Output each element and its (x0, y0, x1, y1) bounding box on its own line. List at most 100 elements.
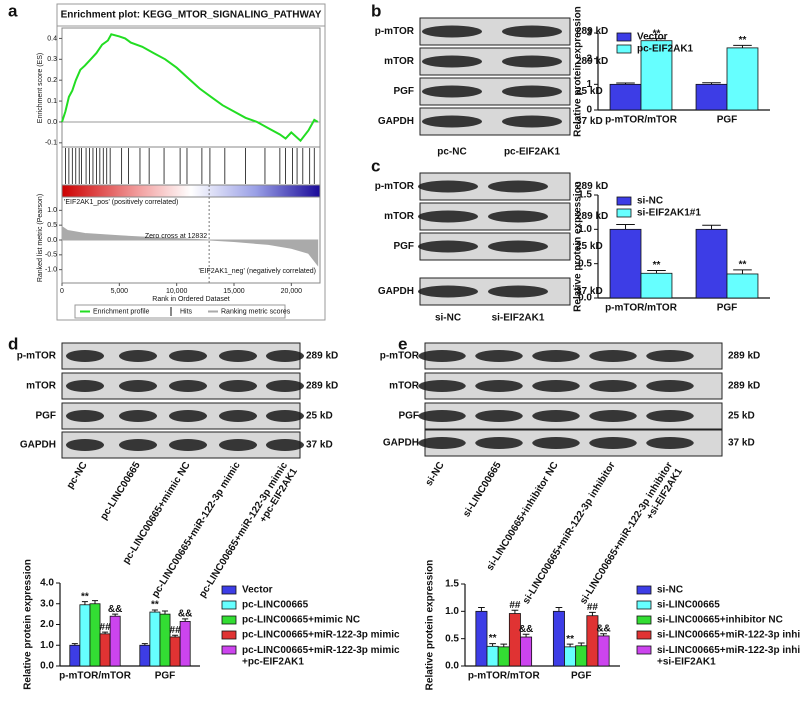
chart-title: Enrichment plot: KEGG_MTOR_SIGNALING_PAT… (61, 10, 322, 21)
annotation: 'EIF2AK1_neg' (negatively correlated) (199, 268, 316, 275)
panel-letter: e (398, 334, 407, 353)
blot-size-label: 289 kD (728, 351, 760, 362)
blot-size-label: 25 kD (728, 411, 755, 422)
x-tick-label: PGF (155, 671, 176, 682)
bar (475, 610, 488, 667)
annotation: 'EIF2AK1_pos' (positively correlated) (64, 199, 178, 206)
bar (609, 228, 642, 299)
y-tick-label: 1.0 (578, 224, 592, 235)
bar (109, 615, 121, 667)
error-bar (151, 609, 158, 613)
legend-swatch (221, 615, 237, 625)
y-axis-label: Enrichment score (ES) (37, 53, 44, 123)
error-bar (161, 610, 169, 615)
blot-row-label: PGF (393, 241, 414, 252)
y-tick-label: -1.0 (45, 266, 57, 273)
error-bar (91, 600, 99, 604)
blot-band (422, 25, 482, 38)
bar (99, 633, 111, 667)
blot-size-label: 37 kD (576, 116, 603, 127)
legend-swatch (636, 615, 652, 625)
legend-label: Vector (637, 32, 668, 43)
error-bar (600, 633, 607, 636)
blot-band (418, 437, 466, 449)
y-tick-label: 0.5 (47, 222, 57, 229)
error-bar (647, 38, 666, 41)
error-bar (489, 643, 496, 647)
gsea-title-box (56, 3, 326, 27)
x-tick-label: p-mTOR/mTOR (59, 671, 132, 682)
y-tick-label: 0.0 (47, 237, 57, 244)
significance-mark: ## (100, 622, 112, 633)
y-tick-label: 1.0 (47, 207, 57, 214)
blot-band (218, 410, 258, 422)
blot-size-label: 289 kD (576, 181, 608, 192)
blot-band (168, 380, 208, 392)
error-bar (81, 601, 88, 605)
blot-row-label: mTOR (26, 381, 57, 392)
legend-label: pc-LINC00665+miR-122-3p mimic (242, 630, 400, 641)
significance-mark: ## (170, 625, 182, 636)
blot-size-label: 25 kD (576, 241, 603, 252)
legend-swatch (636, 600, 652, 610)
blot-band (488, 210, 548, 223)
blot-band (265, 350, 305, 362)
x-tick-label: p-mTOR/mTOR (605, 303, 678, 314)
y-tick-label: 0 (586, 105, 592, 116)
blot-band (589, 380, 637, 392)
blot-row-label: mTOR (384, 56, 415, 67)
blot-band (646, 410, 694, 422)
error-bar (71, 643, 78, 646)
error-bar (702, 224, 721, 230)
blot-band (65, 350, 105, 362)
blot-band (502, 25, 562, 38)
error-bar (566, 643, 574, 647)
bar (695, 83, 728, 111)
bar (640, 40, 673, 111)
y-axis-label: Ranked list metric (Pearson) (37, 194, 44, 282)
blot-row-label: mTOR (384, 211, 415, 222)
legend-label: Ranking metric scores (221, 308, 291, 315)
significance-mark: ** (653, 260, 661, 271)
lane-label: pc-EIF2AK1 (504, 147, 561, 158)
bar (69, 644, 81, 667)
error-bar (702, 82, 721, 85)
blot-row-label: p-mTOR (17, 351, 57, 362)
error-bar (589, 611, 596, 616)
error-bar (577, 642, 585, 646)
blot-band (218, 380, 258, 392)
lane-label: si-NC (424, 460, 447, 488)
y-tick-label: 3.0 (40, 598, 54, 609)
bar (552, 610, 565, 667)
blot-band (65, 410, 105, 422)
blot-band (418, 410, 466, 422)
blot-band (475, 350, 523, 362)
legend-swatch (616, 208, 632, 218)
significance-mark: ** (739, 259, 747, 270)
blot-size-label: 289 kD (576, 26, 608, 37)
legend-label: pc-LINC00665 (242, 600, 309, 611)
blot-row-label: GAPDH (378, 116, 414, 127)
blot-band (218, 350, 258, 362)
bar (139, 644, 151, 667)
blot-band (265, 380, 305, 392)
y-tick-label: 0.3 (47, 56, 57, 63)
blot-band (118, 410, 158, 422)
legend-label: si-LINC00665+miR-122-3p inhibitor (657, 630, 800, 641)
legend-swatch (616, 32, 632, 42)
bar (169, 636, 181, 667)
blot-band (589, 437, 637, 449)
bar (508, 613, 521, 667)
blot-size-label: 37 kD (728, 438, 755, 449)
bar (609, 83, 642, 111)
blot-band (418, 285, 478, 298)
legend-swatch (221, 630, 237, 640)
blot-band (532, 437, 580, 449)
blot-band (118, 439, 158, 451)
bar (640, 272, 673, 299)
panel-letter: a (8, 1, 18, 20)
legend-swatch (221, 645, 237, 655)
lane-label: pc-LINC00665 (98, 460, 143, 522)
blot-band (168, 350, 208, 362)
